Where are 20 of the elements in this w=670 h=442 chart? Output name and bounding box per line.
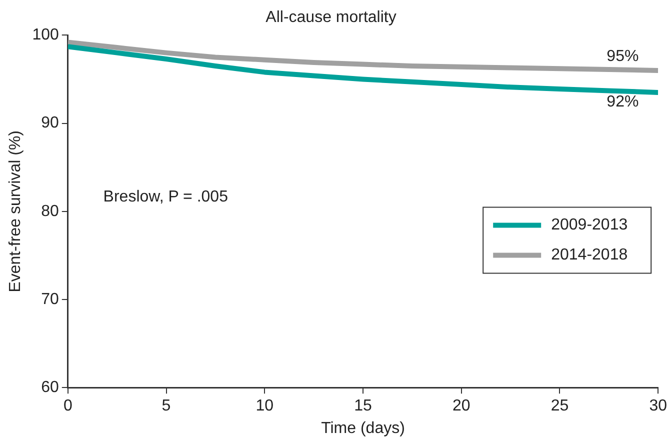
annotation: Breslow, P = .005 (103, 188, 228, 206)
y-axis-title: Event-free survival (%) (7, 130, 24, 292)
x-tick-label: 0 (63, 398, 72, 415)
x-tick-label: 20 (452, 398, 470, 415)
y-tick-label: 90 (41, 114, 59, 132)
y-tick-label: 80 (41, 202, 59, 220)
x-axis-title: Time (days) (321, 420, 405, 437)
x-tick-label: 5 (162, 398, 171, 415)
y-tick-label: 60 (41, 379, 59, 396)
chart-title: All-cause mortality (266, 9, 396, 26)
x-tick-label: 25 (550, 398, 569, 415)
y-tick-label: 100 (32, 26, 59, 44)
annotation: 95% (606, 48, 639, 65)
annotation: 92% (606, 94, 639, 111)
legend-label: 2014-2018 (551, 246, 628, 264)
x-tick-label: 30 (649, 398, 668, 415)
x-tick-label: 15 (354, 398, 372, 415)
x-tick-label: 10 (256, 398, 274, 415)
legend-label: 2009-2013 (551, 216, 628, 234)
y-tick-label: 70 (41, 290, 59, 308)
